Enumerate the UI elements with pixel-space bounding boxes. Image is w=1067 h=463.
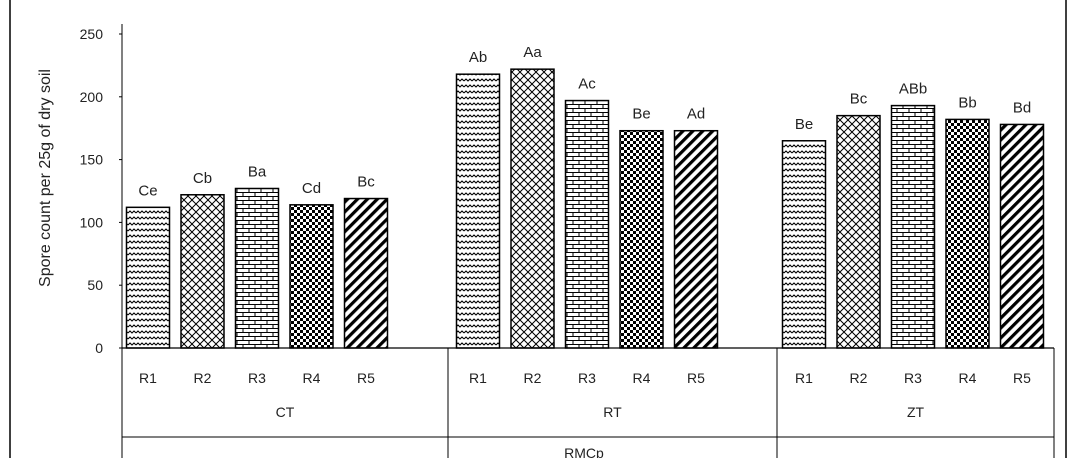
y-tick-label: 150 [80,152,104,168]
bar-significance-letter: Aa [523,44,542,61]
x-tick-label: R2 [524,370,542,386]
group-label-ZT: ZT [907,404,925,420]
bar-significance-letter: Ba [248,163,267,180]
bar-RT-R3 [564,99,610,349]
bar-CT-R3 [234,187,280,349]
x-tick-label: R5 [687,370,705,386]
x-tick-label: R4 [303,370,321,386]
bar-CT-R2 [180,194,225,349]
x-tick-label: R3 [904,370,922,386]
bar-CT-R4 [289,204,334,349]
bar-CT-R5 [343,197,389,349]
bar-significance-letter: Ac [578,76,596,93]
bar-RT-R5 [673,129,719,349]
y-axis: 0 50 100 150 200 250 [80,24,123,356]
x-tick-label: R4 [959,370,977,386]
x-tick-label: R4 [633,370,651,386]
bar-CT-R1 [125,206,171,349]
bar-significance-letter: Bb [958,94,976,111]
bar-significance-letter: Bc [850,91,868,108]
x-tick-label: R1 [139,370,157,386]
x-tick-label: R1 [795,370,813,386]
bar-significance-letter: Ad [687,106,705,123]
x-tick-label: R3 [578,370,596,386]
x-tick-label: R3 [248,370,266,386]
y-tick-label: 100 [80,214,104,230]
bar-RT-R1 [455,73,501,349]
bar-ZT-R2 [836,114,881,349]
x-tick-label: R2 [850,370,868,386]
bar-ZT-R3 [890,104,936,349]
bar-ZT-R1 [781,140,827,349]
bar-significance-letter: Cd [302,180,321,197]
x-axis: R1 R2 R3 R4 R5 CT R1 R2 R3 R4 R5 RT R1 R2 R3 R4 R5 ZT [121,347,1055,458]
y-tick-label: 0 [95,340,103,356]
bar-significance-letter: Be [795,116,813,133]
y-tick-label: 50 [87,277,103,293]
group-label-CT: CT [276,404,295,420]
bar-RT-R4 [619,129,664,349]
bar-series: Ce Cb Ba Cd Bc Ab Aa Ac Be Ad Be Bc ABb Bb Bd [125,44,1045,349]
x-tick-label: R1 [469,370,487,386]
x-tick-label: R5 [357,370,375,386]
bar-significance-letter: Ce [138,182,157,199]
y-tick-label: 200 [80,89,104,105]
bar-significance-letter: Bc [357,174,375,191]
x-axis-label: RMCp [564,445,604,458]
x-tick-label: R2 [194,370,212,386]
bar-significance-letter: Bd [1013,99,1031,116]
group-label-RT: RT [603,404,622,420]
bar-significance-letter: Ab [469,49,487,66]
y-tick-label: 250 [80,26,104,42]
bar-ZT-R5 [999,123,1045,349]
bar-RT-R2 [510,68,555,349]
x-tick-label: R5 [1013,370,1031,386]
bar-significance-letter: Be [632,106,650,123]
bar-ZT-R4 [945,118,990,349]
y-axis-label: Spore count per 25g of dry soil [37,69,54,287]
bar-significance-letter: Cb [193,170,212,187]
bar-significance-letter: ABb [899,81,927,98]
